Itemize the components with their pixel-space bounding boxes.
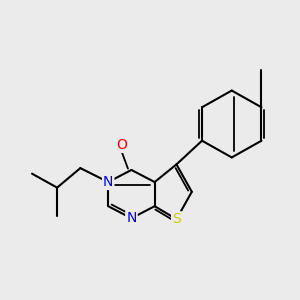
Text: O: O xyxy=(117,138,128,152)
Text: S: S xyxy=(172,212,181,226)
Text: N: N xyxy=(126,211,136,225)
Text: N: N xyxy=(103,175,113,189)
